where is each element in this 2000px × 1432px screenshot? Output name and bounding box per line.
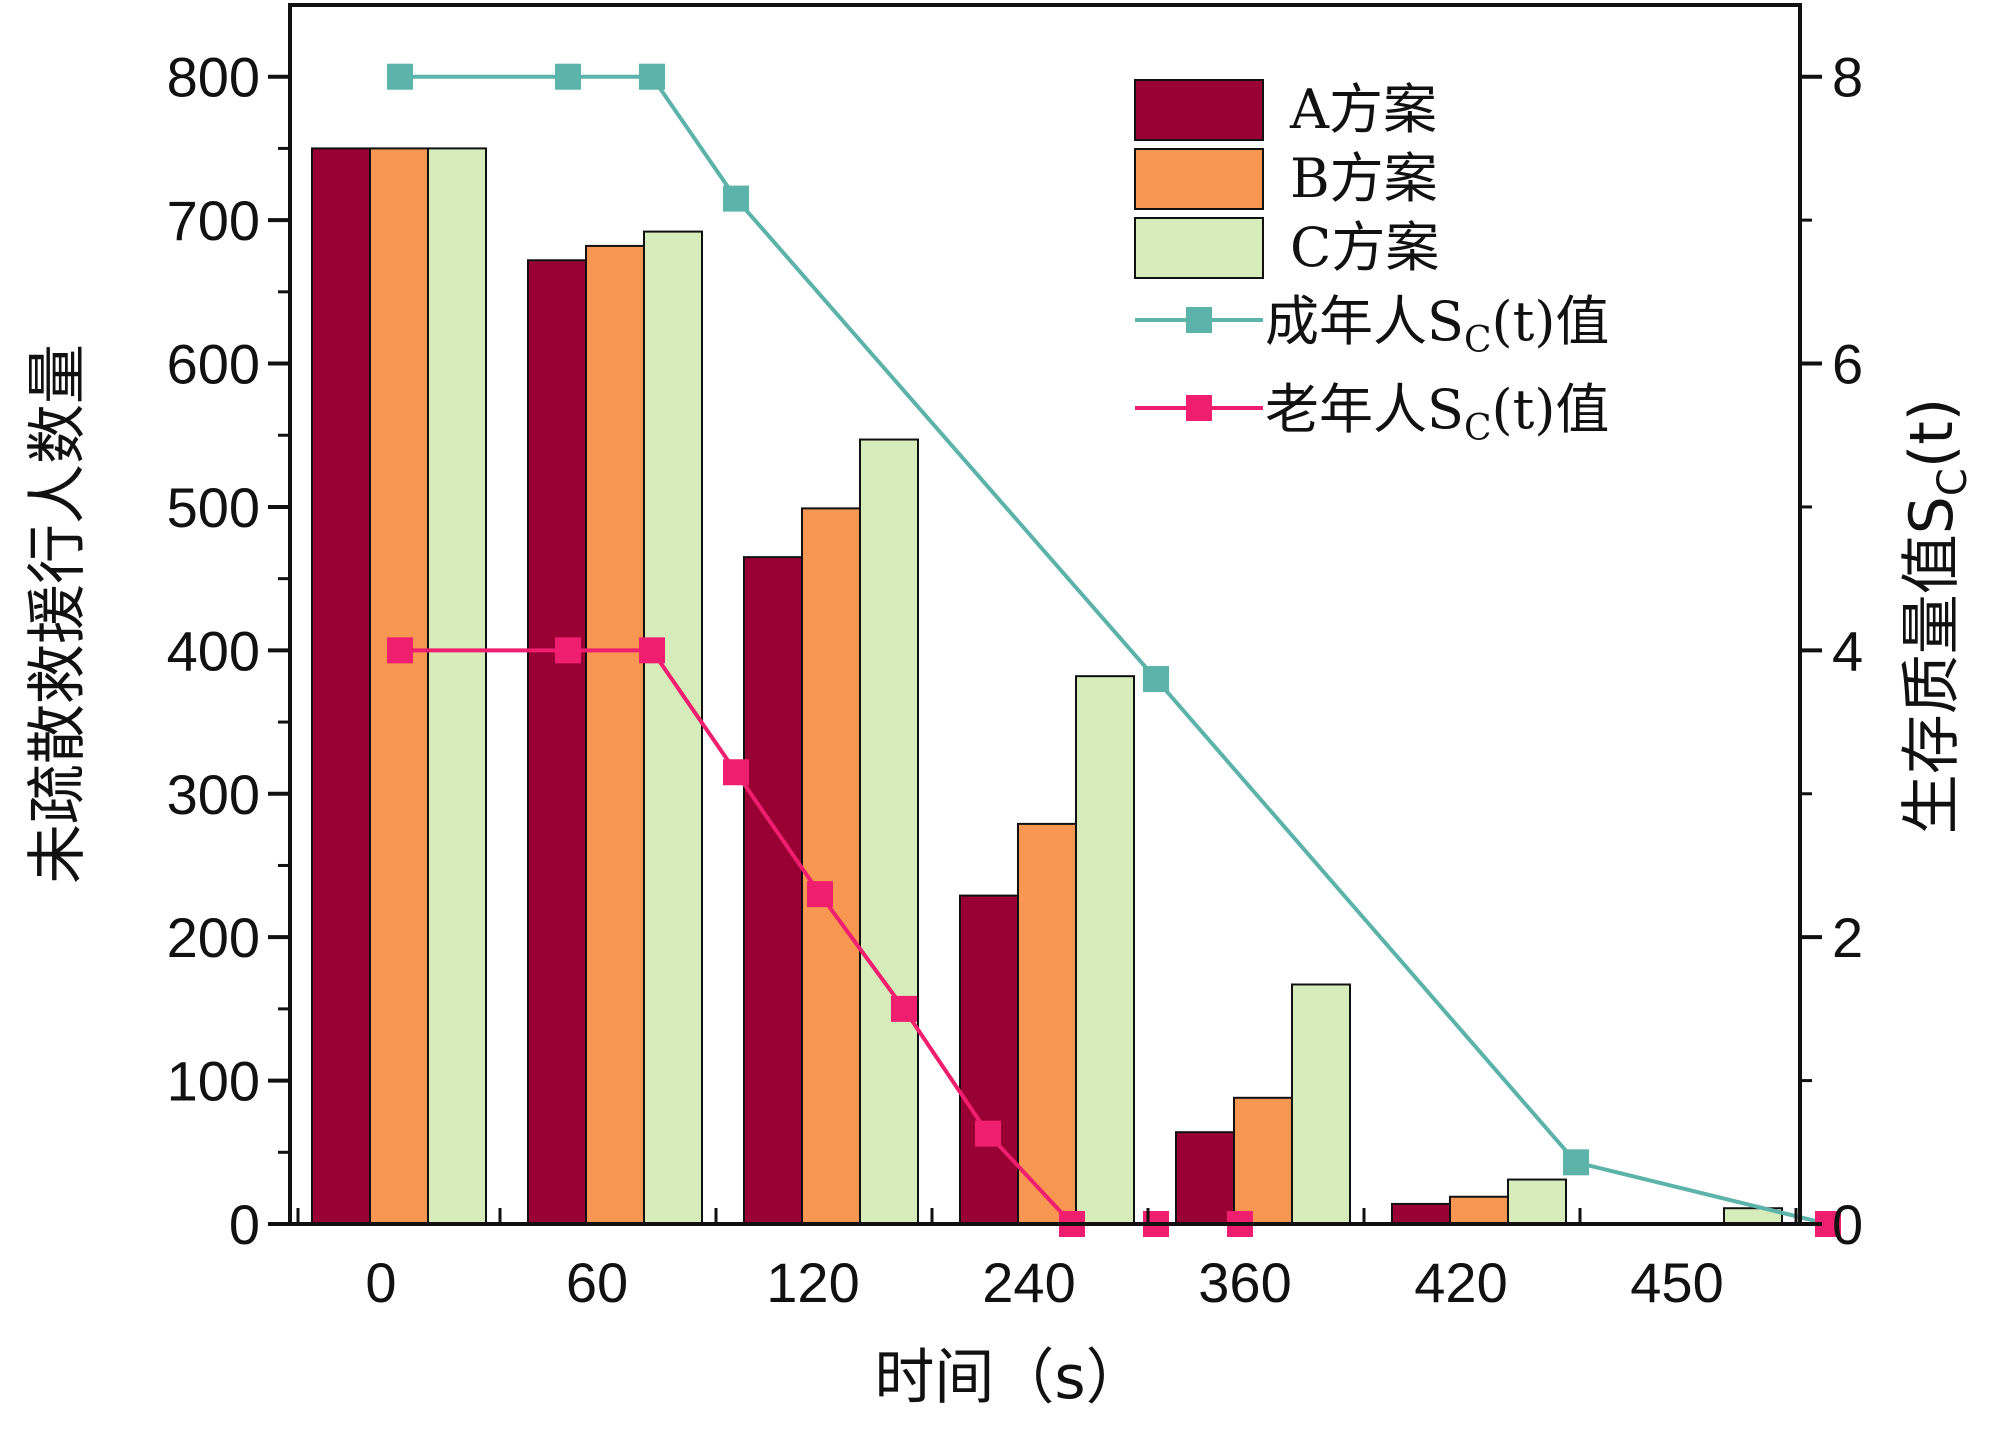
line-series-2-point-1	[555, 637, 581, 664]
left-y-axis: 0 100 200 300 400 500 600 700 800	[167, 46, 290, 1256]
bar-series-2-cat-0	[369, 147, 429, 1226]
plot-frame	[288, 3, 1802, 1226]
bar-series-1-cat-4	[1175, 1131, 1235, 1225]
bar-series-3-cat-3	[1075, 675, 1135, 1225]
bar-series-3-cat-5	[1507, 1178, 1567, 1226]
right-y-axis-title-subscript: C	[1930, 468, 1976, 496]
x-axis-title: 时间（s）	[874, 1343, 1145, 1413]
x-tick-label-120: 120	[766, 1251, 859, 1314]
legend-swatch-2	[1134, 148, 1264, 210]
bar-series-1-cat-3	[959, 894, 1019, 1225]
line-series-2-point-6	[975, 1120, 1001, 1147]
bar-series-2-cat-2	[801, 507, 861, 1225]
line-series-1-point-5	[1563, 1149, 1589, 1176]
bar-series-1-cat-2	[743, 556, 803, 1225]
bar-series-2-cat-1	[585, 244, 645, 1225]
right-y-axis: 0 2 4 6 8	[1800, 46, 1863, 1256]
legend-line-label-1: 成年人SC(t)值	[1265, 290, 1609, 361]
right-y-axis-title: 生存质量值SC(t)	[1897, 398, 1976, 834]
bar-series-2-cat-3	[1017, 822, 1077, 1225]
left-tick-label-600: 600	[167, 333, 260, 396]
legend-label-3: C方案	[1290, 216, 1439, 279]
left-tick-label-200: 200	[167, 906, 260, 969]
line-series-1-point-0	[387, 63, 413, 90]
left-tick-label-700: 700	[167, 189, 260, 252]
right-y-axis-title-main: 生存质量值	[1897, 534, 1967, 834]
right-y-axis-title-suffix: (t)	[1897, 398, 1967, 468]
legend-line-label-2: 老年人SC(t)值	[1265, 378, 1609, 449]
legend-label-1: A方案	[1289, 78, 1437, 141]
bar-series-3-cat-2	[859, 438, 919, 1225]
right-tick-label-0: 0	[1832, 1193, 1863, 1256]
line-series-2-point-2	[639, 637, 665, 664]
left-tick-label-800: 800	[167, 46, 260, 109]
bar-series-1-cat-5	[1391, 1202, 1451, 1226]
bar-series-2-cat-4	[1233, 1096, 1293, 1225]
left-tick-label-100: 100	[167, 1050, 260, 1113]
left-tick-label-0: 0	[229, 1193, 260, 1256]
legend-marker-1	[1186, 307, 1212, 333]
right-tick-label-8: 8	[1832, 46, 1863, 109]
line-series-1-point-3	[723, 185, 749, 212]
lines-layer	[387, 63, 1841, 1237]
x-tick-label-0: 0	[365, 1251, 396, 1314]
bar-series-3-cat-0	[427, 147, 487, 1226]
left-tick-label-300: 300	[167, 763, 260, 826]
legend-swatch-1	[1134, 79, 1264, 141]
x-tick-label-360: 360	[1198, 1251, 1291, 1314]
right-tick-label-4: 4	[1832, 619, 1863, 682]
line-series-2-point-5	[891, 995, 917, 1022]
bar-series-2-cat-5	[1449, 1195, 1509, 1225]
bars-layer	[311, 147, 1783, 1226]
right-tick-label-2: 2	[1832, 906, 1863, 969]
line-series-1-point-1	[555, 63, 581, 90]
x-tick-label-420: 420	[1414, 1251, 1507, 1314]
x-tick-label-450: 450	[1630, 1251, 1723, 1314]
line-series-2-point-4	[807, 881, 833, 908]
right-y-axis-title-s: S	[1897, 496, 1967, 534]
bar-series-1-cat-1	[527, 259, 587, 1225]
line-series-1-point-4	[1143, 666, 1169, 693]
x-tick-label-240: 240	[982, 1251, 1075, 1314]
bar-series-1-cat-0	[311, 147, 371, 1226]
right-tick-label-6: 6	[1832, 333, 1863, 396]
bar-series-3-cat-4	[1291, 983, 1351, 1226]
line-series-2-point-3	[723, 759, 749, 786]
left-tick-label-500: 500	[167, 476, 260, 539]
left-tick-label-400: 400	[167, 619, 260, 682]
bar-series-3-cat-1	[643, 230, 703, 1226]
x-axis: 0 60 120 240 360 420 450	[296, 1208, 1798, 1314]
line-series-1-point-2	[639, 63, 665, 90]
x-tick-label-60: 60	[566, 1251, 628, 1314]
legend-label-2: B方案	[1290, 147, 1438, 210]
line-series-2-point-0	[387, 637, 413, 664]
legend-swatch-3	[1134, 217, 1264, 279]
left-y-axis-title: 未疏散救援行人数量	[23, 344, 93, 884]
legend-marker-2	[1186, 395, 1212, 421]
